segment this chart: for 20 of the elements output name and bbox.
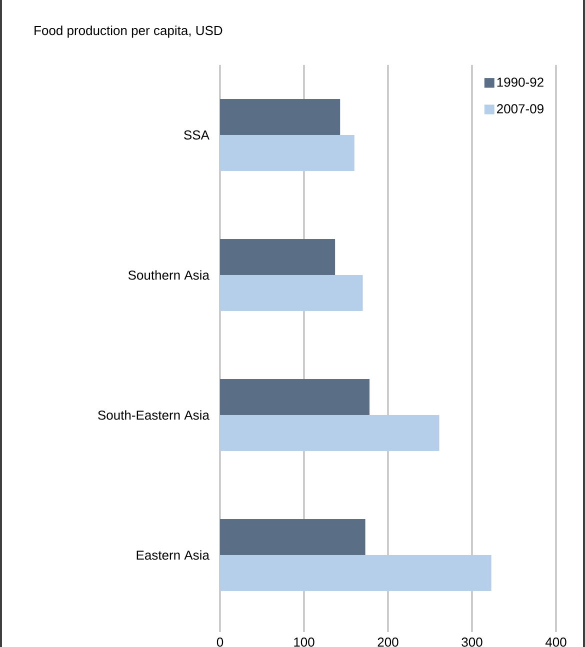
x-tick-label: 400 — [545, 638, 566, 647]
y-tick-label: Eastern Asia — [136, 550, 210, 560]
bar — [220, 519, 366, 555]
bar — [220, 415, 440, 451]
legend-label: 1990-92 — [497, 78, 544, 87]
y-tick-label: Southern Asia — [128, 270, 210, 280]
x-tick-label: 0 — [216, 638, 224, 647]
bar — [220, 555, 492, 591]
legend-label: 2007-09 — [497, 104, 544, 114]
y-tick-label: SSA — [184, 130, 210, 140]
y-tick-label: South-Eastern Asia — [98, 410, 210, 420]
bar — [220, 99, 340, 136]
x-tick-label: 200 — [378, 638, 398, 647]
x-tick-label: 100 — [294, 638, 314, 647]
bar — [220, 135, 354, 172]
bar — [220, 239, 336, 275]
x-tick-label: 300 — [462, 638, 482, 647]
bar — [220, 379, 370, 416]
bar — [220, 275, 363, 312]
chart-title: Food production per capita, USD — [34, 26, 222, 38]
